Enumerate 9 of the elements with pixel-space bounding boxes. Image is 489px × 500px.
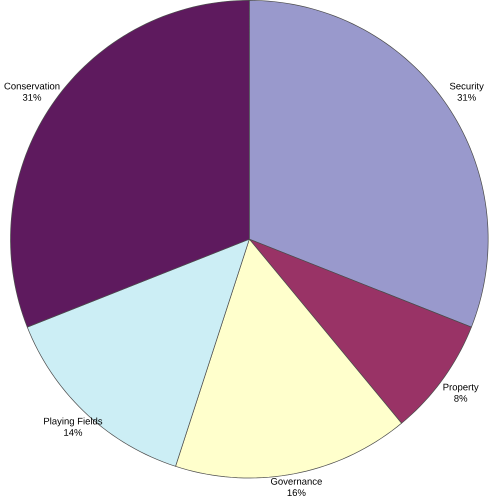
data-label: 31% xyxy=(23,94,42,101)
slice-label: Property xyxy=(444,384,479,392)
data-label: 14% xyxy=(64,429,82,436)
slice-label: Governance xyxy=(271,478,322,485)
slice-label: Conservation xyxy=(4,82,60,90)
slice-label: Security xyxy=(450,82,484,92)
data-label: 31% xyxy=(458,94,476,101)
data-label: 16% xyxy=(288,489,306,496)
data-label: 8% xyxy=(454,394,468,402)
